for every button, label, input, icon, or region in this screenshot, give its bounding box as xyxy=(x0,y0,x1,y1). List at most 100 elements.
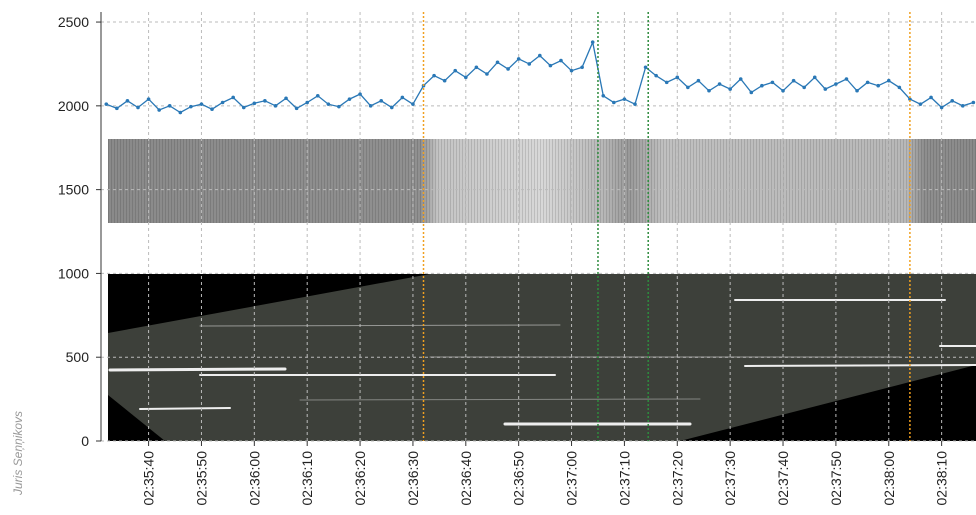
data-point xyxy=(474,65,479,70)
data-point xyxy=(538,53,542,58)
data-point xyxy=(252,101,257,106)
y-tick-label: 1500 xyxy=(58,182,89,198)
data-point xyxy=(812,75,817,80)
data-point xyxy=(760,83,764,88)
data-point xyxy=(189,104,193,109)
data-point xyxy=(622,97,627,101)
data-point xyxy=(104,102,109,106)
data-point xyxy=(115,106,119,111)
data-point xyxy=(220,100,225,105)
x-tick-label: 02:37:10 xyxy=(616,451,632,506)
data-point xyxy=(167,104,172,108)
data-point xyxy=(865,80,870,85)
data-point xyxy=(802,85,806,90)
x-tick-label: 02:36:30 xyxy=(405,451,421,506)
data-point xyxy=(781,88,785,93)
y-tick-label: 0 xyxy=(81,433,89,449)
credit: Juris Seņņikovs xyxy=(11,411,25,496)
data-point xyxy=(939,105,944,110)
data-point xyxy=(432,73,436,78)
data-point xyxy=(686,85,690,90)
data-point xyxy=(358,92,362,96)
x-tick-label: 02:36:40 xyxy=(458,451,474,506)
data-point xyxy=(643,65,648,70)
data-point xyxy=(453,68,458,73)
data-point xyxy=(442,78,447,83)
x-tick-label: 02:36:50 xyxy=(511,451,527,506)
data-point xyxy=(389,105,394,110)
data-point xyxy=(146,97,151,101)
data-point xyxy=(199,102,204,106)
data-point xyxy=(136,105,140,110)
data-point xyxy=(516,57,521,61)
data-point xyxy=(855,88,859,93)
x-tick-label: 02:37:40 xyxy=(775,451,791,506)
data-point xyxy=(908,97,912,101)
data-point xyxy=(263,99,267,103)
data-point xyxy=(495,60,500,65)
data-point xyxy=(305,100,309,105)
data-point xyxy=(559,58,563,63)
spectrogram-texture xyxy=(108,139,976,223)
data-point xyxy=(929,95,933,100)
data-point xyxy=(654,73,658,78)
data-point xyxy=(738,77,743,81)
data-point xyxy=(315,93,320,98)
data-point xyxy=(960,104,965,108)
data-point xyxy=(601,93,606,98)
data-point xyxy=(834,82,838,86)
data-point xyxy=(971,100,976,105)
data-point xyxy=(337,104,341,109)
data-point xyxy=(717,82,722,86)
data-point xyxy=(326,102,331,106)
data-point xyxy=(485,72,489,76)
y-tick-label: 1000 xyxy=(58,265,89,281)
x-tick-label: 02:36:10 xyxy=(299,451,315,506)
data-point xyxy=(950,99,955,103)
data-point xyxy=(347,97,352,101)
data-point xyxy=(284,96,288,101)
data-point xyxy=(368,104,373,108)
data-point xyxy=(897,85,902,90)
data-point xyxy=(379,99,384,103)
data-point xyxy=(590,40,595,44)
x-tick-label: 02:36:20 xyxy=(352,451,368,506)
data-point xyxy=(675,75,680,80)
data-point xyxy=(918,102,923,106)
data-point xyxy=(876,83,880,88)
x-tick-label: 02:37:30 xyxy=(722,451,738,506)
data-point xyxy=(749,90,754,95)
data-line xyxy=(106,39,974,114)
data-point xyxy=(400,95,405,100)
data-point xyxy=(664,80,669,85)
y-tick-label: 2000 xyxy=(58,98,89,114)
data-point xyxy=(464,75,468,80)
y-tick-label: 2500 xyxy=(58,14,89,30)
data-point xyxy=(886,78,891,83)
data-point xyxy=(728,87,732,91)
data-point xyxy=(696,78,701,83)
data-point xyxy=(125,99,130,103)
image-layers xyxy=(108,139,976,441)
data-point xyxy=(506,67,510,71)
data-point xyxy=(791,78,796,83)
x-tick-label: 02:37:20 xyxy=(669,451,685,506)
data-point xyxy=(844,77,849,81)
data-point xyxy=(770,80,775,85)
x-tick-label: 02:35:40 xyxy=(141,451,157,506)
data-point xyxy=(527,62,532,66)
data-point xyxy=(580,65,584,70)
data-point xyxy=(633,102,637,106)
data-point xyxy=(707,88,711,93)
data-point xyxy=(273,104,278,108)
x-tick-label: 02:37:00 xyxy=(564,451,580,506)
data-point xyxy=(241,105,246,110)
x-tick-label: 02:35:50 xyxy=(193,451,209,506)
data-point xyxy=(294,106,299,111)
data-point xyxy=(569,68,574,73)
data-point xyxy=(823,87,828,91)
data-point xyxy=(411,102,415,106)
data-point xyxy=(178,110,183,115)
x-tick-label: 02:38:10 xyxy=(934,451,950,506)
data-point xyxy=(612,100,616,105)
